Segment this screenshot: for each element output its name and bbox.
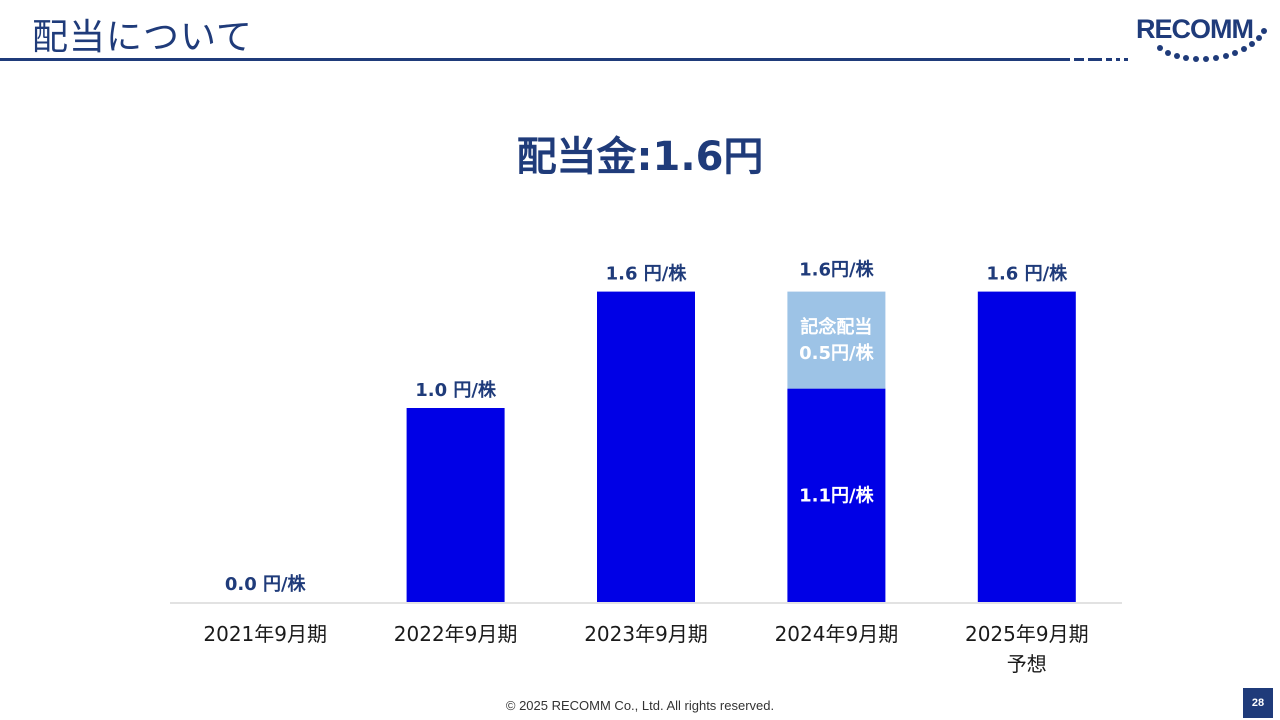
logo-dots — [1157, 28, 1267, 62]
bar-segment — [977, 291, 1076, 602]
page-number: 28 — [1243, 688, 1273, 718]
footer-copyright: © 2025 RECOMM Co., Ltd. All rights reser… — [505, 698, 775, 713]
headline: 配当金:1.6円 — [516, 134, 764, 180]
title-rule-dash — [1074, 58, 1084, 61]
bar-value-label: 1.0 円/株 — [415, 379, 497, 401]
x-tick-label: 2025年9月期 — [965, 622, 1089, 646]
slide-title: 配当について — [32, 17, 253, 58]
segment-label: 0.5円/株 — [799, 342, 874, 364]
title-rule-dash — [1106, 58, 1112, 61]
x-tick-label: 予想 — [1007, 652, 1047, 676]
x-tick-label: 2024年9月期 — [775, 622, 899, 646]
segment-label: 記念配当 — [800, 316, 872, 338]
title-rule-dash — [1088, 58, 1102, 61]
bar-value-label: 0.0 円/株 — [225, 573, 307, 595]
bar-value-label: 1.6 円/株 — [606, 263, 688, 285]
x-tick-label: 2023年9月期 — [584, 622, 708, 646]
bar-segment — [787, 388, 886, 602]
bar-value-label: 1.6 円/株 — [986, 263, 1068, 285]
x-tick-label: 2022年9月期 — [394, 622, 518, 646]
bar-segment — [597, 291, 695, 602]
x-tick-label: 2021年9月期 — [203, 622, 327, 646]
title-rule — [0, 58, 1070, 61]
bar-segment — [406, 408, 505, 602]
title-rule-dash — [1124, 58, 1128, 61]
segment-label: 1.1円/株 — [799, 484, 874, 506]
logo-text: RECOMM — [1136, 14, 1254, 44]
bar-segment — [787, 291, 886, 389]
bar-value-label: 1.6円/株 — [799, 259, 874, 281]
company-logo: RECOMM — [1130, 14, 1270, 66]
title-rule-dash — [1116, 58, 1120, 61]
